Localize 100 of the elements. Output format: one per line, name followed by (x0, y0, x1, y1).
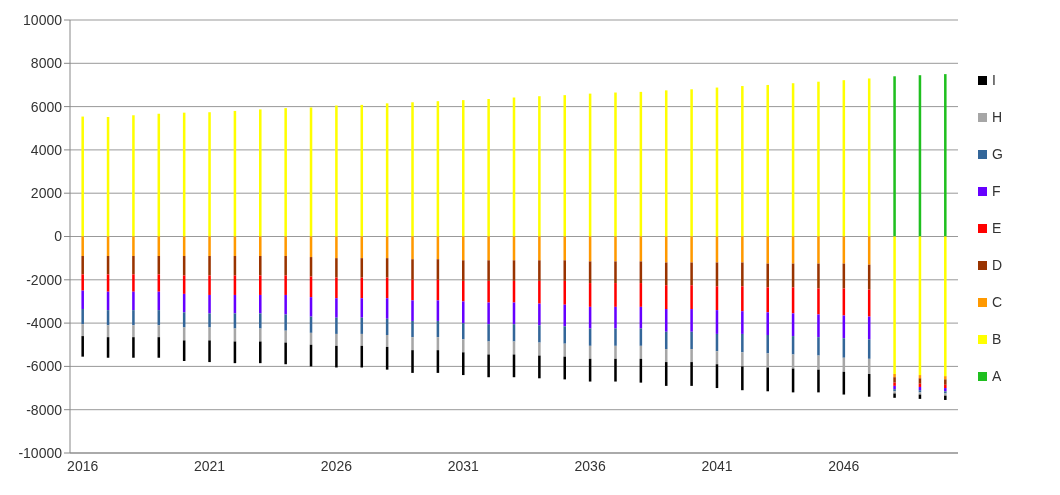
bar (893, 76, 896, 237)
bar (893, 377, 896, 383)
bar (563, 236, 567, 261)
bar (944, 384, 947, 389)
bar (208, 294, 211, 314)
bar (81, 309, 84, 325)
bar (944, 74, 947, 237)
bar (538, 236, 541, 261)
bar (335, 105, 338, 237)
bar (81, 274, 84, 291)
legend-label: D (992, 257, 1003, 273)
bar (208, 275, 211, 295)
bar (563, 326, 567, 344)
bar (335, 258, 338, 278)
y-tick-label: 0 (54, 228, 63, 245)
bar (487, 260, 490, 281)
bar (132, 255, 135, 275)
bar (893, 373, 896, 378)
x-tick-label: 2036 (574, 457, 606, 474)
bar (741, 311, 744, 334)
bar (335, 277, 338, 299)
y-tick-label: 4000 (30, 141, 63, 158)
bar (284, 342, 287, 365)
bar (487, 302, 490, 325)
bar (335, 333, 338, 346)
x-tick-label: 2041 (701, 457, 733, 474)
y-tick-label: 6000 (30, 98, 63, 115)
bar (690, 309, 693, 332)
bar (487, 354, 490, 378)
bar (817, 369, 820, 393)
bar (259, 328, 262, 342)
bar (461, 323, 465, 340)
bar (944, 379, 947, 385)
bar (614, 328, 617, 346)
y-tick-label: -6000 (26, 358, 63, 375)
legend-label: I (992, 72, 996, 88)
bar (944, 395, 947, 400)
bar (538, 325, 541, 343)
bar (81, 116, 84, 237)
bar (741, 352, 744, 367)
bar (81, 324, 84, 337)
bar (208, 327, 211, 341)
bar (81, 236, 84, 256)
bar (132, 325, 135, 338)
bar (538, 342, 541, 356)
bar (259, 313, 262, 329)
bar (335, 345, 338, 368)
bar (690, 236, 693, 263)
bar (411, 350, 414, 373)
legend-label: E (992, 220, 1002, 236)
y-tick-label: -4000 (26, 315, 63, 332)
bar (411, 320, 414, 338)
legend-label: G (992, 146, 1003, 162)
y-tick-label: 10000 (23, 11, 63, 28)
y-tick-label: 8000 (30, 55, 63, 72)
bar (259, 275, 262, 295)
bar (259, 236, 262, 256)
bar (614, 345, 617, 359)
bar (766, 335, 769, 354)
bar (690, 331, 693, 350)
bar (208, 313, 211, 328)
bar (208, 255, 211, 276)
bar (817, 337, 820, 356)
legend-label: H (992, 109, 1003, 125)
bar (461, 301, 465, 324)
bar (335, 317, 338, 334)
bar (284, 236, 287, 256)
bar (461, 100, 465, 237)
bar (411, 300, 414, 321)
bar (690, 349, 693, 363)
bar (614, 358, 617, 382)
bar (284, 108, 287, 237)
bar (741, 236, 744, 263)
bar (741, 262, 744, 287)
bar (259, 109, 262, 237)
bar (259, 294, 262, 314)
bar (132, 236, 135, 256)
bar (563, 304, 567, 327)
bar (284, 275, 287, 295)
bar (208, 236, 211, 256)
x-tick-label: 2021 (193, 457, 226, 474)
bar (81, 336, 84, 357)
bar (766, 353, 769, 368)
bar (614, 236, 617, 262)
bar (411, 102, 414, 237)
bar (461, 352, 465, 376)
bar (563, 280, 567, 305)
bar (893, 393, 896, 398)
bar (690, 262, 693, 286)
legend-label: C (992, 294, 1003, 310)
bar (538, 260, 541, 281)
bar (259, 255, 262, 276)
bar (461, 339, 465, 353)
bar (893, 385, 896, 390)
bar (132, 291, 135, 311)
bar (411, 259, 414, 280)
bar (766, 312, 769, 336)
bar (132, 310, 135, 326)
bar (411, 279, 414, 301)
bar (538, 303, 541, 326)
